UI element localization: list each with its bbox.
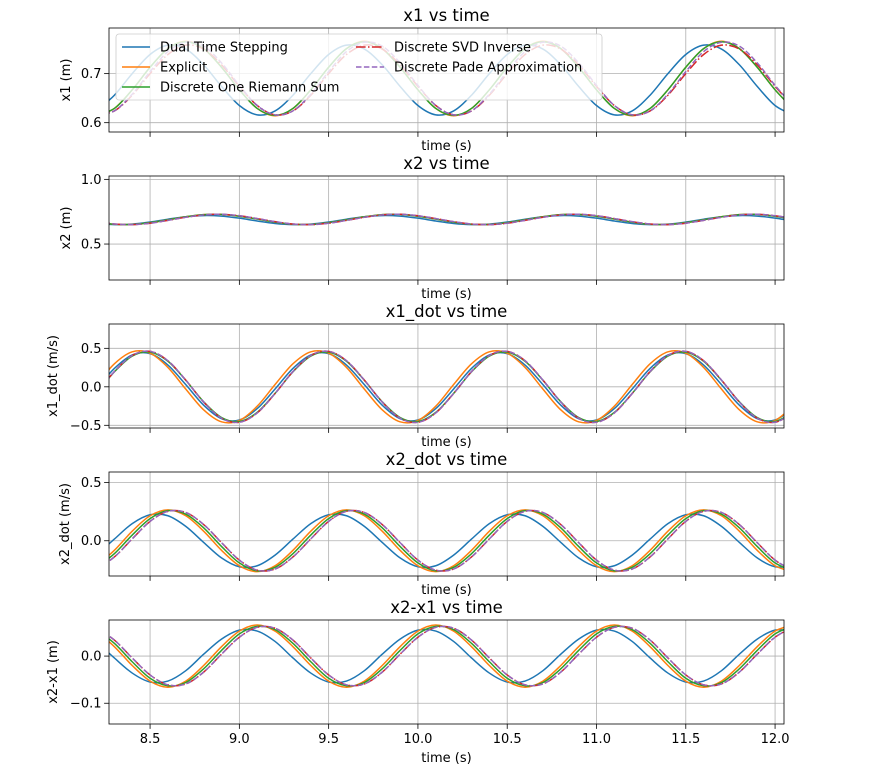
series-line-discrete-pade-approximation [109,213,784,226]
y-tick-label: 0.0 [81,380,102,395]
plot-lines [109,213,784,226]
x-tick-label: 10.0 [403,732,432,747]
subplot-3: −0.5 0.0 0.5 time (s) x1_dot (m/s) x1_dot vs … [46,302,785,450]
plot-lines [109,509,784,573]
legend-label: Discrete SVD Inverse [394,41,531,56]
subplot-title: x1 vs time [403,6,489,25]
axes-spines [108,27,785,133]
subplot-title: x2_dot vs time [386,450,508,470]
subplot-5: 8.5 9.0 9.5 10.0 10.5 11.0 11.5 12.0 −0.1 0.0 time… [46,598,790,766]
x-tick-label: 11.0 [582,732,611,747]
axes-background [109,176,784,280]
plot-lines [109,624,784,688]
axes-spines [108,471,785,577]
subplot-title: x2 vs time [403,154,489,173]
series-line-explicit [109,350,784,424]
series-line-discrete-pade-approximation [109,509,784,572]
legend-entry: Explicit [122,61,207,76]
y-tick-label: 0.7 [81,67,102,82]
subplot-2: 0.5 1.0 time (s) x2 (m) x2 vs time [59,154,785,302]
y-tick-label: 0.5 [81,238,102,253]
y-axis-label: x2-x1 (m) [46,640,61,704]
y-axis-label: x2 (m) [59,207,74,250]
legend-entry: Discrete One Riemann Sum [122,81,339,96]
legend-entry: Dual Time Stepping [122,41,288,56]
y-tick-label: 0.5 [81,342,102,357]
subplot-title: x2-x1 vs time [390,598,503,617]
legend: Dual Time Stepping Explicit Discrete One R… [115,33,603,101]
y-axis-label: x1 (m) [59,59,74,102]
axes-spines [108,323,785,429]
y-tick-label: 0.6 [81,116,102,131]
x-tick-label: 9.0 [229,732,250,747]
y-axis-label: x1_dot (m/s) [46,335,61,417]
axes-spines [108,175,785,281]
series-line-dual-time-stepping [109,628,784,684]
series-line-discrete-pade-approximation [109,625,784,687]
x-axis-label: time (s) [421,583,471,598]
series-line-discrete-pade-approximation [109,41,784,116]
x-axis-label: time (s) [421,287,471,302]
legend-label: Explicit [160,61,207,76]
subplot-4: 0.0 0.5 time (s) x2_dot (m/s) x2_dot vs time [58,450,785,598]
series-line-dual-time-stepping [109,513,784,569]
series-line-discrete-pade-approximation [109,350,784,424]
legend-label: Discrete Pade Approximation [394,61,582,76]
y-tick-label: 1.0 [81,173,102,188]
x-axis-label: time (s) [421,435,471,450]
y-tick-label: 0.0 [81,534,102,549]
x-tick-label: 9.5 [318,732,339,747]
axes-spines [108,619,785,725]
y-tick-label: −0.5 [70,419,102,434]
y-tick-label: −0.1 [70,697,102,712]
legend-label: Discrete One Riemann Sum [160,81,339,96]
y-tick-label: 0.5 [81,476,102,491]
plot-lines [109,350,784,424]
x-tick-label: 11.5 [671,732,700,747]
axes-background [109,324,784,428]
subplot-title: x1_dot vs time [386,302,508,322]
x-axis-label: time (s) [421,139,471,154]
x-tick-label: 12.0 [761,732,790,747]
legend-entry: Discrete Pade Approximation [356,61,582,76]
y-axis-label: x2_dot (m/s) [58,483,73,565]
x-tick-label: 10.5 [493,732,522,747]
legend-label: Dual Time Stepping [160,41,288,56]
x-tick-label: 8.5 [140,732,161,747]
x-axis-label: time (s) [421,751,471,766]
y-tick-label: 0.0 [81,650,102,665]
legend-entry: Discrete SVD Inverse [356,41,531,56]
